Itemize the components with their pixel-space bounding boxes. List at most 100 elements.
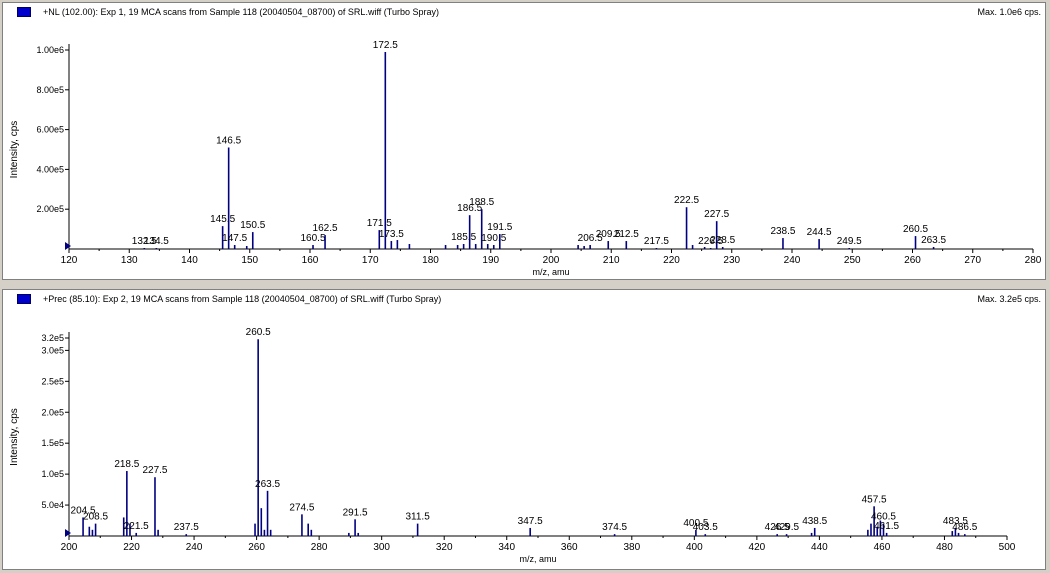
baseline-marker	[65, 242, 71, 250]
x-tick-label: 260	[904, 255, 921, 266]
max-intensity-label: Max. 3.2e5 cps.	[977, 294, 1041, 304]
peak-label: 204.5	[71, 505, 96, 516]
panel-window-icon[interactable]	[17, 294, 31, 304]
x-tick-label: 440	[811, 542, 828, 553]
peak-label: 460.5	[871, 512, 896, 523]
peak-label: 238.5	[770, 226, 795, 237]
peak-label: 263.5	[255, 479, 280, 490]
x-tick-label: 400	[686, 542, 703, 553]
x-tick-label: 200	[61, 542, 78, 553]
peak-label: 190.5	[481, 233, 506, 244]
x-tick-label: 230	[723, 255, 740, 266]
x-tick-label: 360	[561, 542, 578, 553]
spectrum-plot-top[interactable]: 120 130 140 150 160 170 180 190 200 210 220 230 240 2…	[3, 3, 1045, 279]
peak-label: 249.5	[837, 236, 862, 247]
x-tick-label: 260	[248, 542, 265, 553]
y-tick-label: 2.00e5	[36, 204, 64, 214]
x-tick-label: 120	[61, 255, 78, 266]
peak-label: 162.5	[313, 223, 338, 234]
x-tick-label: 380	[623, 542, 640, 553]
peak-label: 237.5	[174, 522, 199, 533]
y-axis-label: Intensity, cps	[9, 408, 20, 466]
peak-label: 403.5	[693, 522, 718, 533]
peak-label: 438.5	[802, 516, 827, 527]
spectrum-panel-bottom: +Prec (85.10): Exp 2, 19 MCA scans from …	[2, 289, 1046, 570]
x-tick-label: 220	[663, 255, 680, 266]
peak-label: 191.5	[487, 222, 512, 233]
y-tick-label: 1.0e5	[41, 469, 64, 479]
x-tick-label: 240	[186, 542, 203, 553]
peak-label: 263.5	[921, 235, 946, 246]
x-tick-label: 220	[123, 542, 140, 553]
peak-label: 145.5	[210, 214, 235, 225]
y-tick-label: 3.0e5	[41, 345, 64, 355]
peak-label: 186.5	[457, 203, 482, 214]
peak-label: 483.5	[943, 516, 968, 527]
x-tick-label: 210	[603, 255, 620, 266]
spectrum-panel-top: +NL (102.00): Exp 1, 19 MCA scans from S…	[2, 2, 1046, 280]
peak-label: 208.5	[83, 512, 108, 523]
peak-label: 218.5	[114, 459, 139, 470]
peak-label: 461.5	[874, 521, 899, 532]
peak-label: 209.5	[596, 229, 621, 240]
x-tick-label: 280	[311, 542, 328, 553]
y-tick-label: 8.00e5	[36, 85, 64, 95]
peak-label: 147.5	[222, 233, 247, 244]
peak-label: 146.5	[216, 136, 241, 147]
x-tick-label: 500	[999, 542, 1016, 553]
peak-label: 171.5	[367, 218, 392, 229]
x-tick-label: 280	[1025, 255, 1042, 266]
peak-label: 221.5	[124, 521, 149, 532]
peak-label: 188.5	[469, 197, 494, 208]
spectrum-title: +Prec (85.10): Exp 2, 19 MCA scans from …	[43, 294, 442, 304]
peak-label: 311.5	[405, 512, 430, 523]
x-tick-label: 190	[482, 255, 499, 266]
x-tick-label: 240	[784, 255, 801, 266]
y-tick-label: 1.5e5	[41, 438, 64, 448]
peak-label: 274.5	[289, 502, 314, 513]
x-tick-label: 300	[373, 542, 390, 553]
panel-window-icon[interactable]	[17, 7, 31, 17]
peak-label: 260.5	[903, 224, 928, 235]
peak-label: 260.5	[246, 327, 271, 338]
x-tick-label: 180	[422, 255, 439, 266]
x-tick-label: 200	[543, 255, 560, 266]
peak-label: 227.5	[142, 465, 167, 476]
x-tick-label: 420	[749, 542, 766, 553]
peak-label: 173.5	[379, 229, 404, 240]
spectrum-plot-bottom[interactable]: 200 220 240 260 280 300 320 340 360 380 400 420 440 4…	[3, 290, 1045, 569]
peak-label: 160.5	[300, 233, 325, 244]
x-axis-label: m/z, amu	[519, 554, 556, 564]
peak-label: 150.5	[240, 220, 265, 231]
x-tick-label: 270	[964, 255, 981, 266]
x-tick-label: 150	[241, 255, 258, 266]
x-tick-label: 130	[121, 255, 138, 266]
y-tick-label: 3.2e5	[41, 333, 64, 343]
peak-label: 132.5	[132, 236, 157, 247]
x-tick-label: 340	[498, 542, 515, 553]
peak-label: 227.5	[704, 209, 729, 220]
peak-label: 244.5	[807, 227, 832, 238]
x-tick-label: 140	[181, 255, 198, 266]
peak-label: 400.5	[683, 518, 708, 529]
panel-header-bottom: +Prec (85.10): Exp 2, 19 MCA scans from …	[3, 293, 1045, 307]
y-axis-label: Intensity, cps	[9, 121, 20, 179]
peak-label: 374.5	[602, 522, 627, 533]
peak-label: 291.5	[343, 507, 368, 518]
y-tick-label: 2.0e5	[41, 407, 64, 417]
peak-label: 172.5	[373, 40, 398, 51]
x-tick-label: 460	[874, 542, 891, 553]
peak-label: 206.5	[578, 233, 603, 244]
y-tick-label: 1.00e6	[36, 45, 64, 55]
pane-splitter[interactable]	[0, 281, 1050, 288]
x-tick-label: 170	[362, 255, 379, 266]
peak-label: 217.5	[644, 236, 669, 247]
peak-label: 212.5	[614, 229, 639, 240]
panel-header-top: +NL (102.00): Exp 1, 19 MCA scans from S…	[3, 6, 1045, 20]
peak-label: 347.5	[518, 516, 543, 527]
x-axis-label: m/z, amu	[532, 267, 569, 277]
x-tick-label: 480	[936, 542, 953, 553]
peak-label: 228.5	[710, 235, 735, 246]
peak-label: 226.5	[698, 236, 723, 247]
y-tick-label: 4.00e5	[36, 164, 64, 174]
